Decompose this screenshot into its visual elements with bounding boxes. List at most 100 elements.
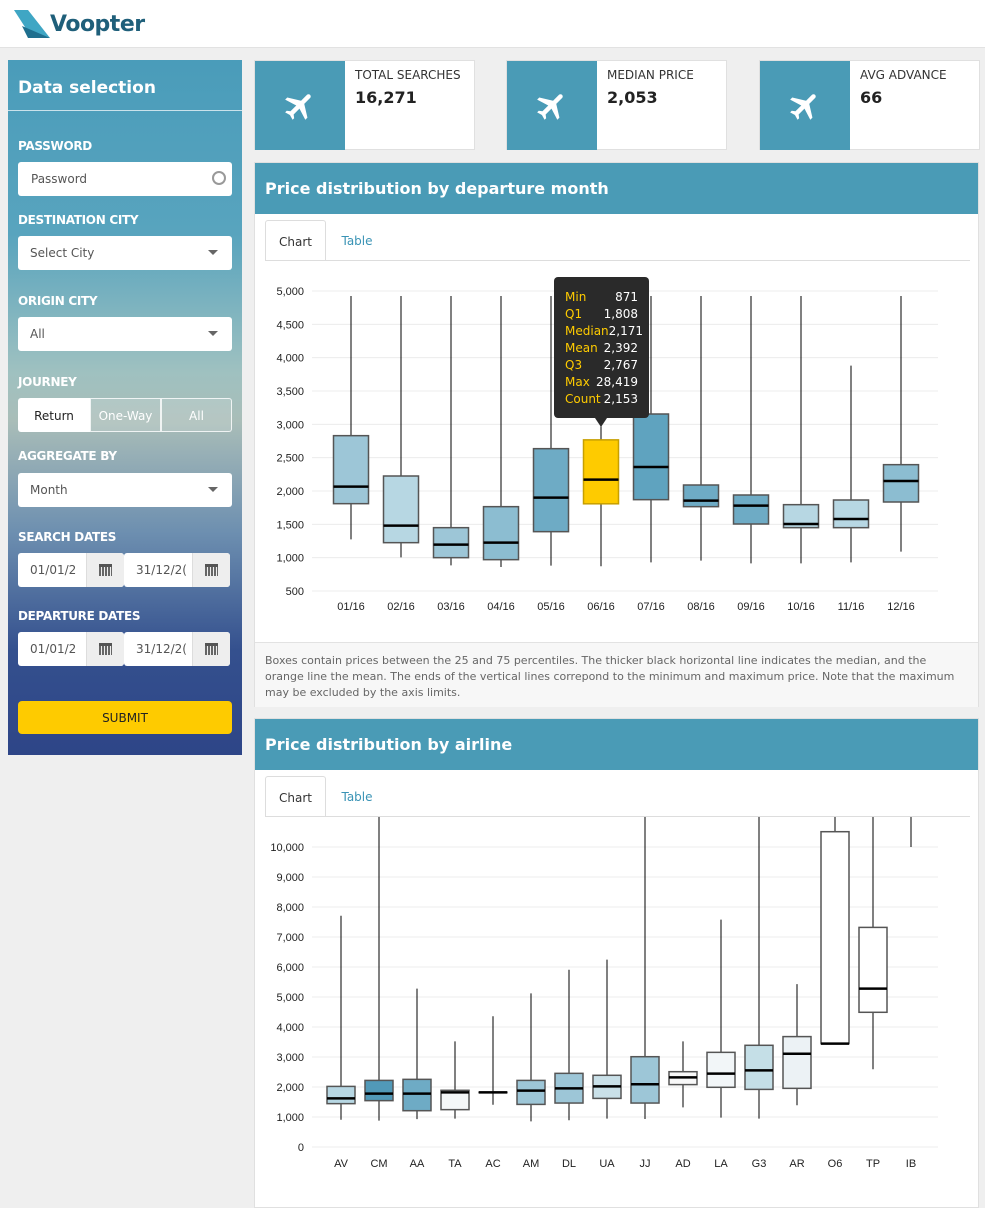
stat-card-median-price: MEDIAN PRICE 2,053	[506, 60, 727, 150]
tooltip-key: Q3	[565, 358, 583, 372]
chevron-down-icon	[208, 250, 218, 255]
calendar-icon[interactable]	[192, 632, 230, 666]
stat-title: TOTAL SEARCHES	[355, 68, 461, 82]
box-LA	[706, 1051, 736, 1089]
x-tick-label: 02/16	[387, 601, 415, 613]
box-O6	[820, 830, 850, 1045]
tooltip-value: 2,392	[603, 341, 638, 355]
x-tick-label: 04/16	[487, 601, 515, 613]
search-date-to[interactable]: 31/12/2(	[124, 553, 230, 587]
x-tick-label: IB	[906, 1158, 916, 1170]
x-tick-label: AA	[410, 1158, 425, 1170]
x-tick-label: 01/16	[337, 601, 365, 613]
panel-price-by-month: Price distribution by departure month Ch…	[254, 162, 979, 707]
x-tick-label: AC	[485, 1158, 500, 1170]
y-tick-label: 3,000	[276, 419, 304, 431]
x-tick-label: O6	[828, 1158, 843, 1170]
box-G3	[744, 1044, 774, 1091]
x-tick-label: 08/16	[687, 601, 715, 613]
journey-one-way-button[interactable]: One-Way	[90, 398, 161, 432]
x-tick-label: G3	[752, 1158, 767, 1170]
password-label: PASSWORD	[18, 139, 92, 153]
destination-city-select[interactable]: Select City	[18, 236, 232, 270]
tab-chart[interactable]: Chart	[265, 776, 326, 817]
box-09/16	[732, 494, 770, 525]
tooltip-row: Median 2,171	[565, 323, 643, 340]
top-bar: Voopter	[0, 0, 985, 48]
box-AR	[782, 1035, 812, 1090]
search-date-from[interactable]: 01/01/2	[18, 553, 124, 587]
tab-table[interactable]: Table	[341, 790, 373, 804]
panel-title: Price distribution by departure month	[255, 163, 978, 214]
x-tick-label: DL	[562, 1158, 576, 1170]
sidebar-title: Data selection	[18, 78, 156, 98]
chevron-down-icon	[208, 331, 218, 336]
tooltip-row: Q1 1,808	[565, 306, 638, 323]
password-input[interactable]: Password	[18, 162, 232, 196]
tooltip-key: Mean	[565, 341, 598, 355]
submit-button[interactable]: SUBMIT	[18, 701, 232, 734]
stat-value: 2,053	[607, 88, 658, 107]
destination-city-label: DESTINATION CITY	[18, 213, 139, 227]
departure-date-to[interactable]: 31/12/2(	[124, 632, 230, 666]
x-tick-label: AM	[523, 1158, 540, 1170]
tooltip-value: 2,153	[603, 392, 638, 406]
brand-name: Voopter	[50, 12, 145, 37]
tooltip-value: 28,419	[596, 375, 638, 389]
y-tick-label: 1,000	[276, 1112, 304, 1124]
x-tick-label: AV	[334, 1158, 349, 1170]
stat-value: 66	[860, 88, 883, 107]
plane-icon	[760, 61, 850, 150]
box-JJ	[630, 1055, 660, 1104]
calendar-icon[interactable]	[86, 632, 124, 666]
origin-city-select[interactable]: All	[18, 317, 232, 351]
voopter-logo[interactable]	[14, 8, 129, 42]
x-tick-label: AR	[789, 1158, 804, 1170]
box-04/16	[482, 505, 520, 561]
box-10/16	[782, 503, 820, 529]
box-TP	[858, 926, 888, 1014]
month-boxplot-chart: 5,000 4,500 4,000 3,500 3,000 2,500 2,000 1,500…	[276, 286, 938, 613]
airline-boxplot-chart: 10,000 9,000 8,000 7,000 6,000 5,000 4,000 3,00…	[270, 817, 938, 1170]
panel-title: Price distribution by airline	[255, 719, 978, 770]
stat-title: AVG ADVANCE	[860, 68, 947, 82]
x-tick-label: 05/16	[537, 601, 565, 613]
y-tick-label: 1,000	[276, 553, 304, 565]
journey-all-button[interactable]: All	[161, 398, 232, 432]
box-TA	[440, 1089, 470, 1111]
box-07/16	[632, 413, 670, 501]
stat-value: 16,271	[355, 88, 417, 107]
departure-date-from[interactable]: 01/01/2	[18, 632, 124, 666]
tooltip-key: Count	[565, 392, 601, 406]
x-tick-label: CM	[370, 1158, 387, 1170]
departure-date-from-value: 01/01/2	[30, 642, 77, 656]
journey-return-button[interactable]: Return	[18, 398, 90, 432]
tooltip-value: 2,171	[608, 324, 644, 338]
y-tick-label: 5,000	[276, 286, 304, 298]
plane-icon	[507, 61, 597, 150]
destination-city-value: Select City	[30, 246, 95, 260]
tab-table[interactable]: Table	[341, 234, 373, 248]
calendar-icon[interactable]	[86, 553, 124, 587]
aggregate-by-label: AGGREGATE BY	[18, 449, 117, 463]
aggregate-by-select[interactable]: Month	[18, 473, 232, 507]
tooltip-key: Q1	[565, 307, 583, 321]
tooltip-value: 1,808	[603, 307, 638, 321]
box-tooltip: Min 871 Q1 1,808 Median 2,171 Mean 2,392 Q3 2,767…	[554, 277, 649, 418]
y-tick-label: 2,500	[276, 453, 304, 465]
origin-city-label: ORIGIN CITY	[18, 294, 98, 308]
journey-label: JOURNEY	[18, 375, 77, 389]
calendar-icon[interactable]	[192, 553, 230, 587]
tooltip-value: 2,767	[603, 358, 638, 372]
tab-chart[interactable]: Chart	[265, 220, 326, 261]
y-tick-label: 500	[286, 586, 304, 598]
box-AV	[326, 1085, 356, 1105]
stat-card-total-searches: TOTAL SEARCHES 16,271	[254, 60, 475, 150]
y-tick-label: 2,000	[276, 486, 304, 498]
y-tick-label: 3,500	[276, 386, 304, 398]
tab-divider	[265, 260, 970, 261]
box-03/16	[432, 526, 470, 559]
tooltip-key: Max	[565, 375, 590, 389]
y-tick-label: 4,000	[276, 353, 304, 365]
key-icon[interactable]	[212, 171, 226, 185]
